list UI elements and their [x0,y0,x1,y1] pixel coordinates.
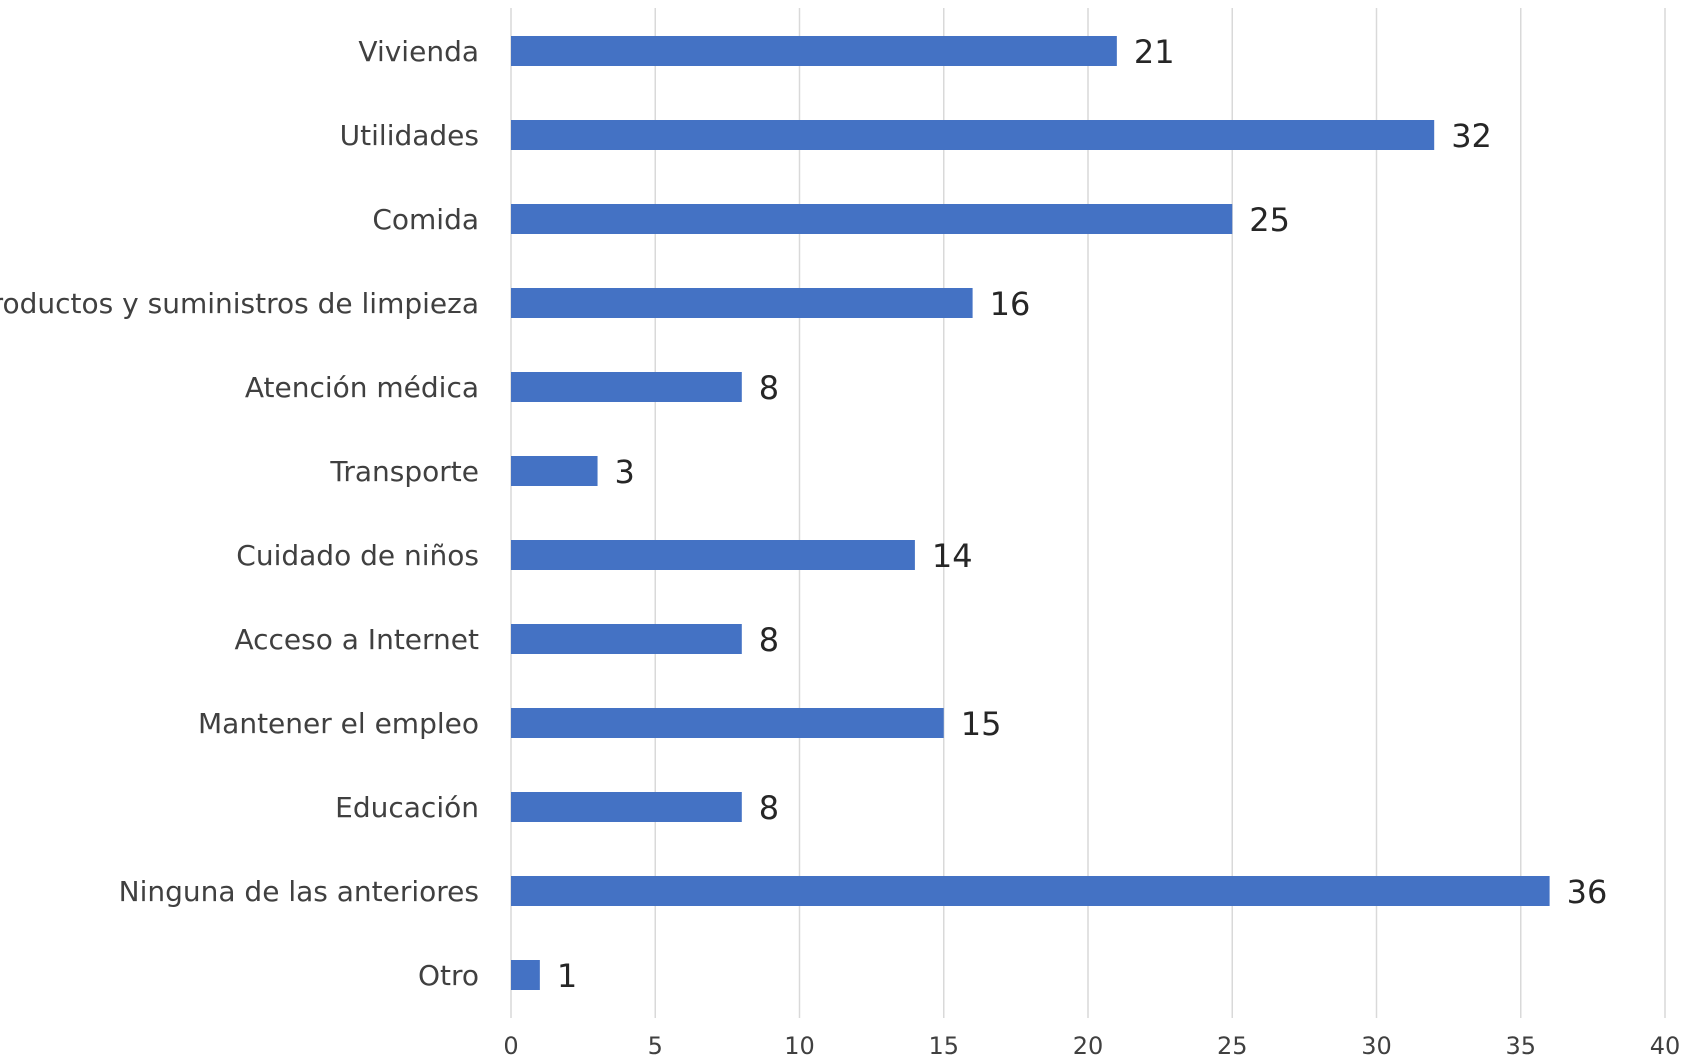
data-labels: 21 32 25 16 8 3 14 8 15 8 36 1 [557,33,1607,995]
category-label-7: Acceso a Internet [234,623,479,656]
data-label-11: 1 [557,957,577,995]
data-label-1: 32 [1451,117,1492,155]
category-label-1: Utilidades [340,119,479,152]
x-tick-label-30: 30 [1361,1032,1392,1060]
data-label-4: 8 [759,369,779,407]
bar-8 [511,708,944,738]
category-label-8: Mantener el empleo [198,707,479,740]
bar-1 [511,120,1435,150]
x-tick-label-5: 5 [648,1032,663,1060]
data-label-7: 8 [759,621,779,659]
bar-3 [511,288,973,318]
data-label-0: 21 [1134,33,1175,71]
category-label-11: Otro [418,959,479,992]
bar-0 [511,36,1117,66]
x-tick-label-0: 0 [503,1032,518,1060]
x-tick-label-10: 10 [784,1032,815,1060]
category-label-4: Atención médica [245,371,479,404]
grid-layer [510,8,1666,1018]
x-tick-label-15: 15 [928,1032,959,1060]
bars-layer [511,36,1550,990]
data-label-2: 25 [1249,201,1290,239]
category-label-3: Productos y suministros de limpieza [0,287,479,320]
bar-5 [511,456,598,486]
category-label-5: Transporte [329,455,479,488]
data-label-8: 15 [961,705,1002,743]
bar-9 [511,792,742,822]
bar-11 [511,960,540,990]
category-label-10: Ninguna de las anteriores [119,875,479,908]
category-label-2: Comida [372,203,479,236]
bar-4 [511,372,742,402]
category-label-0: Vivienda [358,35,479,68]
bar-10 [511,876,1550,906]
category-label-6: Cuidado de niños [236,539,479,572]
data-label-6: 14 [932,537,973,575]
x-tick-label-40: 40 [1650,1032,1681,1060]
x-tick-label-20: 20 [1073,1032,1104,1060]
bar-7 [511,624,742,654]
data-label-3: 16 [990,285,1031,323]
bar-6 [511,540,915,570]
x-tick-label-25: 25 [1217,1032,1248,1060]
bar-2 [511,204,1233,234]
category-labels: Vivienda Utilidades Comida Productos y sumi… [0,35,479,992]
data-label-9: 8 [759,789,779,827]
category-label-9: Educación [335,791,479,824]
x-tick-label-35: 35 [1505,1032,1536,1060]
data-label-5: 3 [615,453,635,491]
data-label-10: 36 [1567,873,1608,911]
x-tick-labels: 0 5 10 15 20 25 30 35 40 [503,1032,1680,1060]
